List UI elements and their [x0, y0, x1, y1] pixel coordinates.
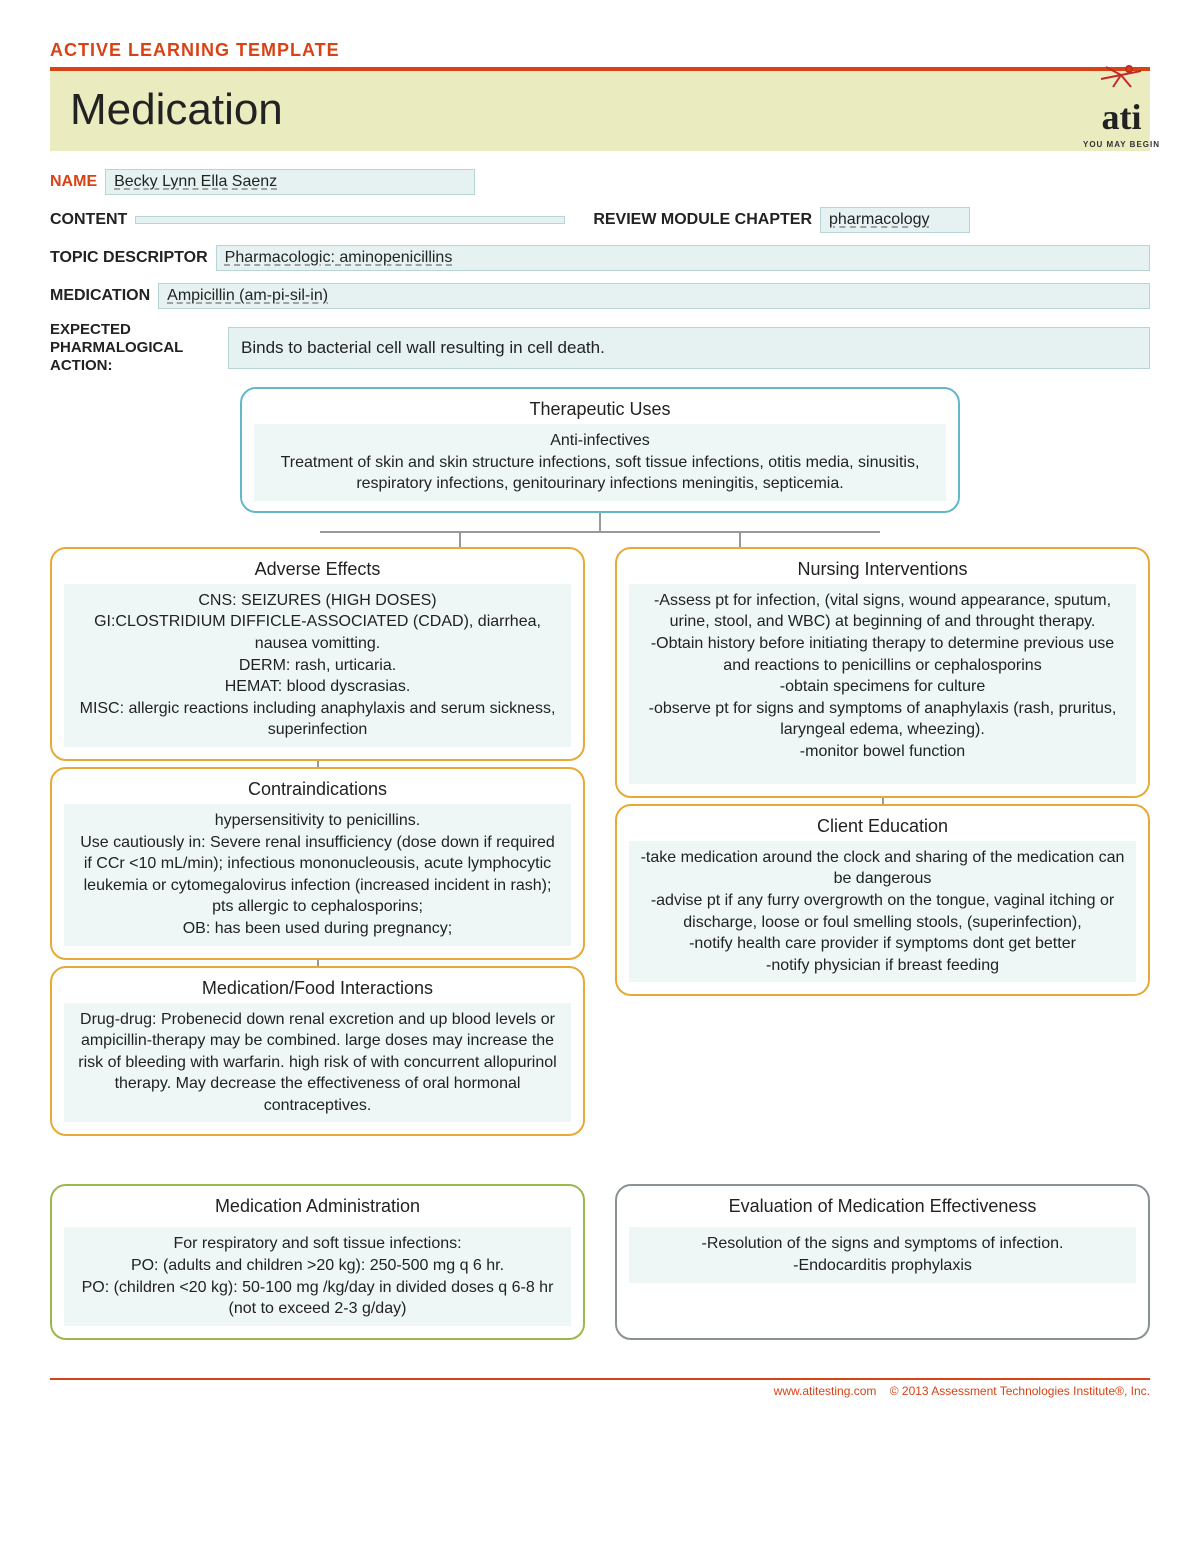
- logo-figure-icon: [1091, 61, 1151, 91]
- name-label: NAME: [50, 173, 97, 191]
- medication-label: MEDICATION: [50, 287, 150, 305]
- therapeutic-title: Therapeutic Uses: [254, 399, 946, 420]
- adverse-effects-box: Adverse Effects CNS: SEIZURES (HIGH DOSE…: [50, 547, 585, 761]
- title-bar: Medication ati YOU MAY BEGIN: [50, 71, 1150, 151]
- right-column: Nursing Interventions -Assess pt for inf…: [615, 547, 1150, 1145]
- adverse-title: Adverse Effects: [64, 559, 571, 580]
- template-header-label: ACTIVE LEARNING TEMPLATE: [50, 40, 1150, 61]
- page-title: Medication: [70, 85, 283, 135]
- adverse-body: CNS: SEIZURES (HIGH DOSES) GI:CLOSTRIDIU…: [64, 584, 571, 747]
- connector-bc: [317, 960, 319, 966]
- evaluation-box: Evaluation of Medication Effectiveness -…: [615, 1184, 1150, 1339]
- interactions-title: Medication/Food Interactions: [64, 978, 571, 999]
- interactions-body: Drug-drug: Probenecid down renal excreti…: [64, 1003, 571, 1123]
- content-label: CONTENT: [50, 211, 127, 229]
- contra-body: hypersensitivity to penicillins. Use cau…: [64, 804, 571, 946]
- page-footer: www.atitesting.com © 2013 Assessment Tec…: [50, 1378, 1150, 1398]
- chapter-field[interactable]: pharmacology: [820, 207, 970, 233]
- eval-title: Evaluation of Medication Effectiveness: [629, 1196, 1136, 1217]
- therapeutic-body: Anti-infectives Treatment of skin and sk…: [254, 424, 946, 501]
- brand-logo: ati YOU MAY BEGIN: [1083, 61, 1160, 149]
- therapeutic-uses-box: Therapeutic Uses Anti-infectives Treatme…: [240, 387, 960, 513]
- nursing-body: -Assess pt for infection, (vital signs, …: [629, 584, 1136, 784]
- topic-field[interactable]: Pharmacologic: aminopenicillins: [216, 245, 1150, 271]
- contra-title: Contraindications: [64, 779, 571, 800]
- medication-field[interactable]: Ampicillin (am-pi-sil-in): [158, 283, 1150, 309]
- logo-tagline: YOU MAY BEGIN: [1083, 140, 1160, 149]
- contraindications-box: Contraindications hypersensitivity to pe…: [50, 767, 585, 960]
- topic-label: TOPIC DESCRIPTOR: [50, 249, 208, 267]
- content-field[interactable]: [135, 216, 565, 224]
- footer-url: www.atitesting.com: [774, 1384, 877, 1398]
- form-area: NAME Becky Lynn Ella Saenz CONTENT REVIE…: [50, 169, 1150, 375]
- education-box: Client Education -take medication around…: [615, 804, 1150, 997]
- action-label: EXPECTED PHARMALOGICAL ACTION:: [50, 321, 220, 375]
- connector-left-drop: [459, 533, 461, 547]
- action-field[interactable]: Binds to bacterial cell wall resulting i…: [228, 327, 1150, 369]
- eval-body: -Resolution of the signs and symptoms of…: [629, 1227, 1136, 1282]
- info-diagram: Therapeutic Uses Anti-infectives Treatme…: [50, 387, 1150, 1348]
- admin-body: For respiratory and soft tissue infectio…: [64, 1227, 571, 1325]
- connector-right-drop: [739, 533, 741, 547]
- name-field[interactable]: Becky Lynn Ella Saenz: [105, 169, 475, 195]
- nursing-title: Nursing Interventions: [629, 559, 1136, 580]
- nursing-box: Nursing Interventions -Assess pt for inf…: [615, 547, 1150, 798]
- education-title: Client Education: [629, 816, 1136, 837]
- connector-vertical: [599, 513, 601, 531]
- left-column: Adverse Effects CNS: SEIZURES (HIGH DOSE…: [50, 547, 585, 1145]
- admin-title: Medication Administration: [64, 1196, 571, 1217]
- interactions-box: Medication/Food Interactions Drug-drug: …: [50, 966, 585, 1137]
- administration-box: Medication Administration For respirator…: [50, 1184, 585, 1339]
- chapter-label: REVIEW MODULE CHAPTER: [593, 211, 812, 229]
- connector-de: [882, 798, 884, 804]
- connector-horizontal: [320, 531, 880, 533]
- logo-brand-text: ati: [1083, 96, 1160, 138]
- education-body: -take medication around the clock and sh…: [629, 841, 1136, 983]
- footer-copyright: © 2013 Assessment Technologies Institute…: [890, 1384, 1150, 1398]
